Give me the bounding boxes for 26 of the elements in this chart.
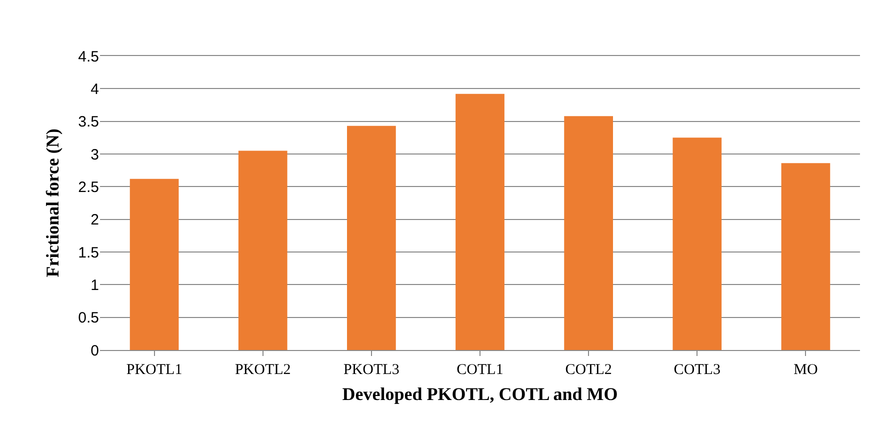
- y-axis-title: Frictional force (N): [42, 128, 62, 278]
- bar: [564, 116, 613, 350]
- x-axis-title: Developed PKOTL, COTL and MO: [342, 384, 618, 404]
- bar: [130, 178, 179, 350]
- x-tick-label: COTL2: [565, 362, 612, 378]
- y-tick-label: 1.5: [78, 244, 99, 262]
- x-tick-label: COTL1: [456, 362, 504, 378]
- y-tick-label: 3: [90, 146, 99, 164]
- y-tick-label: 2.5: [78, 178, 99, 196]
- bar: [347, 126, 396, 350]
- y-tick-label: 1: [90, 276, 99, 294]
- bar: [781, 163, 830, 350]
- bar: [238, 150, 288, 350]
- y-tick-label: 4: [90, 80, 99, 98]
- y-tick-label: 3.5: [78, 114, 99, 131]
- y-tick-label: 4.5: [78, 48, 99, 66]
- x-tick-label: PKOTL3: [344, 362, 400, 378]
- x-tick-label: PKOTL1: [126, 362, 182, 378]
- bar: [672, 138, 722, 350]
- y-tick-label: 0: [90, 342, 99, 360]
- y-tick-label: 2: [90, 212, 99, 229]
- y-tick-label: 0.5: [78, 310, 99, 327]
- x-tick-label: PKOTL2: [234, 362, 291, 378]
- bar: [456, 94, 504, 350]
- x-tick-label: MO: [794, 362, 818, 378]
- x-tick-label: COTL3: [674, 362, 720, 378]
